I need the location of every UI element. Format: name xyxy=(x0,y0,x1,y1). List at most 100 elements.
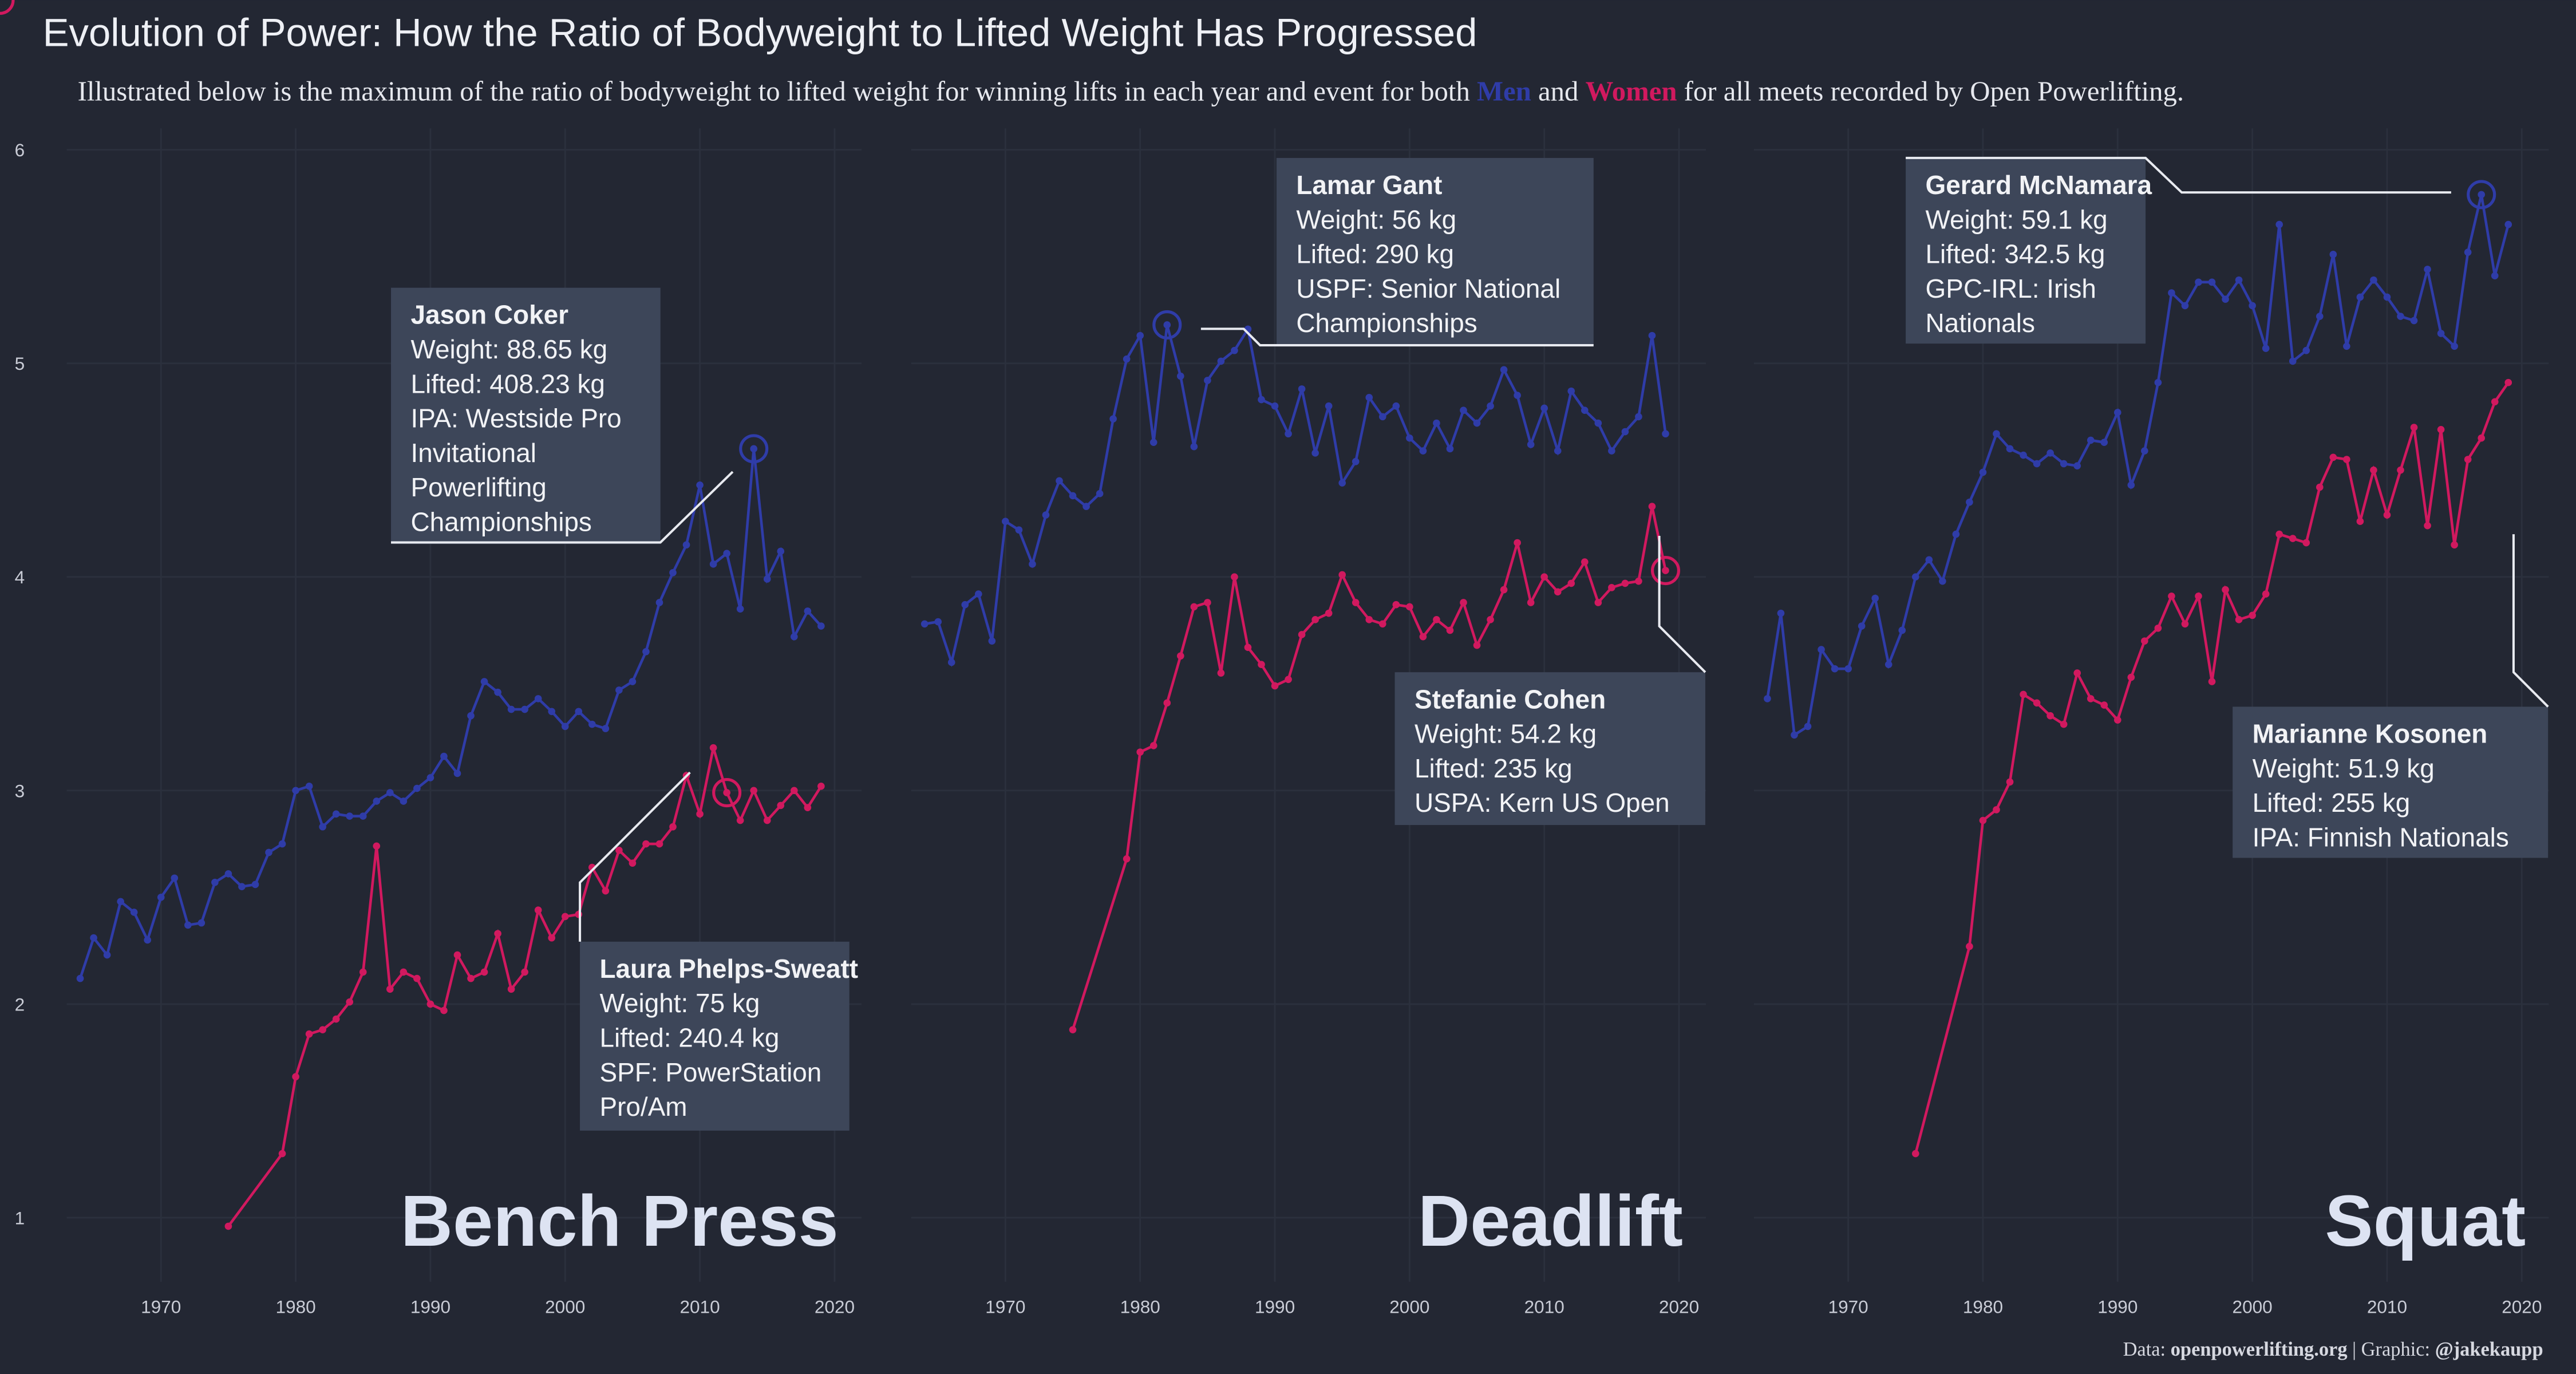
data-point xyxy=(2100,701,2108,709)
data-point xyxy=(2316,313,2324,320)
legend-men: Men xyxy=(1477,76,1531,106)
data-point xyxy=(1109,415,1117,423)
data-point xyxy=(2168,289,2175,297)
data-point xyxy=(359,812,367,820)
x-tick-label: 2020 xyxy=(815,1296,855,1317)
data-point xyxy=(1042,511,1050,519)
data-point xyxy=(1487,616,1494,623)
data-point xyxy=(723,789,730,796)
data-point xyxy=(1567,387,1575,395)
data-point xyxy=(2383,511,2391,519)
data-point xyxy=(1136,748,1144,756)
x-tick-label: 1990 xyxy=(2097,1296,2138,1317)
annotation-line: Weight: 54.2 kg xyxy=(1415,719,1597,749)
data-point xyxy=(197,919,206,927)
annotation-leader xyxy=(2512,534,2549,708)
data-point xyxy=(548,934,556,942)
data-point xyxy=(1608,584,1615,591)
data-point xyxy=(1056,477,1063,485)
data-point xyxy=(2249,302,2256,310)
x-tick-label: 1980 xyxy=(275,1296,315,1317)
data-point xyxy=(777,802,785,810)
annotation-line: IPA: Finnish Nationals xyxy=(2253,822,2509,852)
data-point xyxy=(346,812,354,820)
x-tick-label: 2010 xyxy=(1524,1296,1564,1317)
data-point xyxy=(157,894,165,901)
data-point xyxy=(76,974,84,982)
data-point xyxy=(1621,428,1629,436)
subtitle: Illustrated below is the maximum of the … xyxy=(43,76,2205,106)
data-point xyxy=(332,1015,340,1023)
data-point xyxy=(1621,579,1629,587)
data-point xyxy=(90,934,97,942)
data-point xyxy=(1911,573,1919,581)
data-point xyxy=(2356,293,2364,301)
data-point xyxy=(2370,466,2377,474)
data-point xyxy=(332,810,340,818)
data-point xyxy=(2060,460,2068,468)
annotation-box xyxy=(1394,672,1705,826)
data-point xyxy=(2046,449,2054,457)
data-point xyxy=(669,823,677,831)
data-point xyxy=(1581,558,1589,566)
annotation-name: Gerard McNamara xyxy=(1926,170,2152,200)
caption-link: openpowerlifting.org xyxy=(2171,1339,2348,1360)
data-point xyxy=(319,1026,326,1033)
data-point xyxy=(1514,539,1521,547)
data-point xyxy=(2262,590,2270,598)
annotation-line: Invitational xyxy=(410,438,536,468)
data-point xyxy=(1635,413,1642,421)
caption: Data: openpowerlifting.org | Graphic: @j… xyxy=(2099,1339,2558,1360)
data-point xyxy=(2464,248,2472,256)
data-point xyxy=(1204,377,1211,384)
data-point xyxy=(2087,436,2095,444)
data-point xyxy=(1487,402,1494,410)
data-point xyxy=(804,804,812,811)
data-point xyxy=(1217,669,1225,677)
data-point xyxy=(1285,676,1292,684)
x-tick-label: 2000 xyxy=(2233,1296,2273,1317)
data-point xyxy=(386,985,394,993)
data-point xyxy=(1993,430,2000,438)
annotation-box xyxy=(2233,706,2549,858)
data-point xyxy=(2383,293,2391,301)
data-point xyxy=(1831,665,1839,673)
data-point xyxy=(2249,611,2256,619)
data-point xyxy=(561,722,569,731)
y-tick-label: 4 xyxy=(15,567,25,587)
data-point xyxy=(2410,424,2418,431)
data-point xyxy=(1966,498,1973,506)
x-tick-label: 2010 xyxy=(679,1296,720,1317)
data-point xyxy=(1635,577,1642,585)
x-tick-label: 2020 xyxy=(2502,1296,2542,1317)
data-point xyxy=(2275,220,2283,228)
data-point xyxy=(224,870,232,878)
data-point xyxy=(1082,503,1090,510)
data-point xyxy=(507,705,515,713)
data-point xyxy=(1176,652,1184,660)
data-point xyxy=(144,936,152,944)
data-point xyxy=(575,910,583,918)
data-point xyxy=(305,783,313,790)
data-point xyxy=(2424,266,2431,273)
data-point xyxy=(1029,560,1036,568)
legend-women: Women xyxy=(1586,76,1677,106)
data-point xyxy=(736,816,744,824)
data-point xyxy=(2073,669,2081,677)
data-point xyxy=(1581,406,1589,414)
panel: 1 2 3 4 5 6 1970 1980 1990 2000 2010 2020 Bench Pres… xyxy=(15,128,862,1317)
data-point xyxy=(319,823,326,831)
data-point xyxy=(1258,396,1265,404)
data-point xyxy=(1500,586,1508,594)
data-point xyxy=(507,985,515,993)
data-point xyxy=(534,695,542,702)
data-point xyxy=(251,881,259,889)
data-point xyxy=(736,605,744,613)
annotation-line: Powerlifting xyxy=(410,472,546,502)
data-point xyxy=(1231,573,1238,581)
x-tick-label: 2000 xyxy=(1389,1296,1429,1317)
data-point xyxy=(655,840,663,848)
data-point xyxy=(1446,626,1454,634)
data-point xyxy=(2087,695,2095,702)
data-point xyxy=(1554,588,1562,596)
